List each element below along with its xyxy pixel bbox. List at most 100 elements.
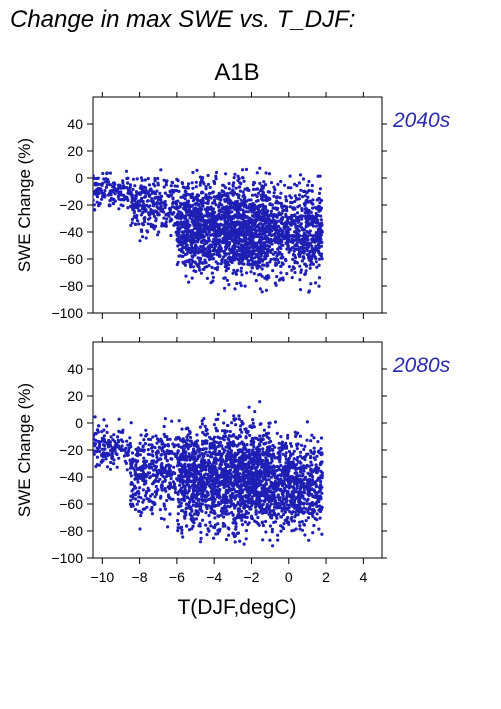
scatter-point (175, 233, 179, 237)
scatter-point (100, 183, 104, 187)
scatter-point (223, 219, 227, 223)
scatter-point (286, 217, 290, 221)
scatter-point (255, 260, 259, 264)
scatter-point (227, 198, 231, 202)
scatter-point (208, 185, 212, 190)
scatter-point (302, 202, 306, 206)
scatter-point (209, 256, 213, 260)
scatter-point (163, 486, 167, 491)
scatter-point (232, 181, 236, 185)
scatter-point (317, 284, 321, 288)
scatter-point (251, 418, 255, 422)
scatter-point (249, 229, 253, 233)
scatter-point (187, 208, 191, 212)
scatter-point (262, 428, 266, 432)
scatter-point (194, 195, 198, 199)
scatter-point (246, 522, 250, 527)
scatter-point (227, 232, 231, 236)
scatter-point (202, 247, 206, 251)
scatter-point (128, 502, 133, 506)
scatter-point (300, 217, 304, 221)
scatter-point (279, 220, 283, 224)
scatter-point (146, 448, 150, 452)
scatter-point (244, 228, 248, 232)
scatter-point (240, 203, 244, 207)
scatter-point (255, 266, 259, 270)
scatter-point (124, 446, 128, 450)
scatter-point (215, 479, 219, 483)
scatter-point (290, 237, 294, 241)
scatter-point (203, 424, 207, 428)
scatter-point (311, 198, 315, 202)
scatter-point (228, 447, 232, 451)
scatter-point (222, 210, 226, 214)
scatter-point (281, 262, 285, 266)
scatter-point (176, 229, 180, 233)
scatter-point (140, 448, 144, 452)
scatter-point (254, 512, 258, 516)
scatter-point (238, 539, 242, 543)
scatter-point (170, 457, 174, 461)
scatter-point (283, 222, 287, 227)
scatter-point (156, 212, 160, 216)
scatter-point (106, 445, 111, 449)
scatter-point (234, 186, 238, 190)
scatter-point (188, 528, 192, 532)
scatter-point (266, 431, 271, 435)
scatter-point (130, 466, 134, 470)
scatter-point (198, 181, 203, 185)
scatter-point (201, 261, 205, 265)
scatter-point (240, 430, 244, 434)
scatter-point (116, 194, 120, 199)
scatter-point (154, 460, 158, 464)
scatter-point (312, 216, 316, 220)
scatter-point (269, 209, 273, 213)
scatter-point (304, 223, 309, 228)
scatter-point (135, 477, 140, 481)
scatter-point (194, 243, 198, 247)
scatter-point (162, 424, 166, 429)
scatter-point (276, 240, 281, 244)
scatter-point (275, 196, 279, 200)
scatter-point (208, 520, 212, 525)
scatter-point (121, 179, 125, 183)
scatter-point (123, 459, 127, 463)
scatter-point (265, 209, 269, 213)
scatter-point (182, 467, 187, 471)
scatter-point (293, 182, 297, 186)
scatter-point (142, 456, 146, 460)
scatter-point (199, 191, 204, 195)
scatter-point (152, 502, 156, 507)
scatter-point (295, 197, 299, 201)
scatter-point (215, 493, 219, 497)
scatter-point (252, 180, 256, 184)
scatter-point (261, 258, 265, 262)
scatter-point (203, 441, 207, 445)
scatter-point (210, 220, 214, 224)
scatter-point (215, 234, 219, 238)
scatter-point (186, 463, 191, 467)
scatter-point (137, 222, 141, 226)
scatter-point (273, 206, 277, 210)
scatter-point (196, 207, 200, 211)
scatter-point (206, 173, 210, 178)
scatter-point (97, 446, 101, 450)
scatter-point (147, 205, 151, 209)
scatter-point (254, 214, 258, 218)
scatter-point (144, 236, 148, 240)
scatter-point (194, 225, 198, 229)
scatter-point (191, 524, 195, 528)
scatter-point (184, 260, 188, 264)
scatter-point (299, 188, 303, 192)
scatter-point (183, 214, 187, 218)
scatter-point (277, 219, 281, 223)
scatter-point (267, 478, 271, 482)
scatter-point (285, 247, 289, 251)
scatter-point (200, 218, 204, 223)
scatter-point (176, 435, 181, 439)
scatter-point (135, 177, 139, 181)
scatter-point (194, 185, 198, 189)
scatter-point (259, 215, 263, 220)
scatter-point (193, 253, 197, 257)
